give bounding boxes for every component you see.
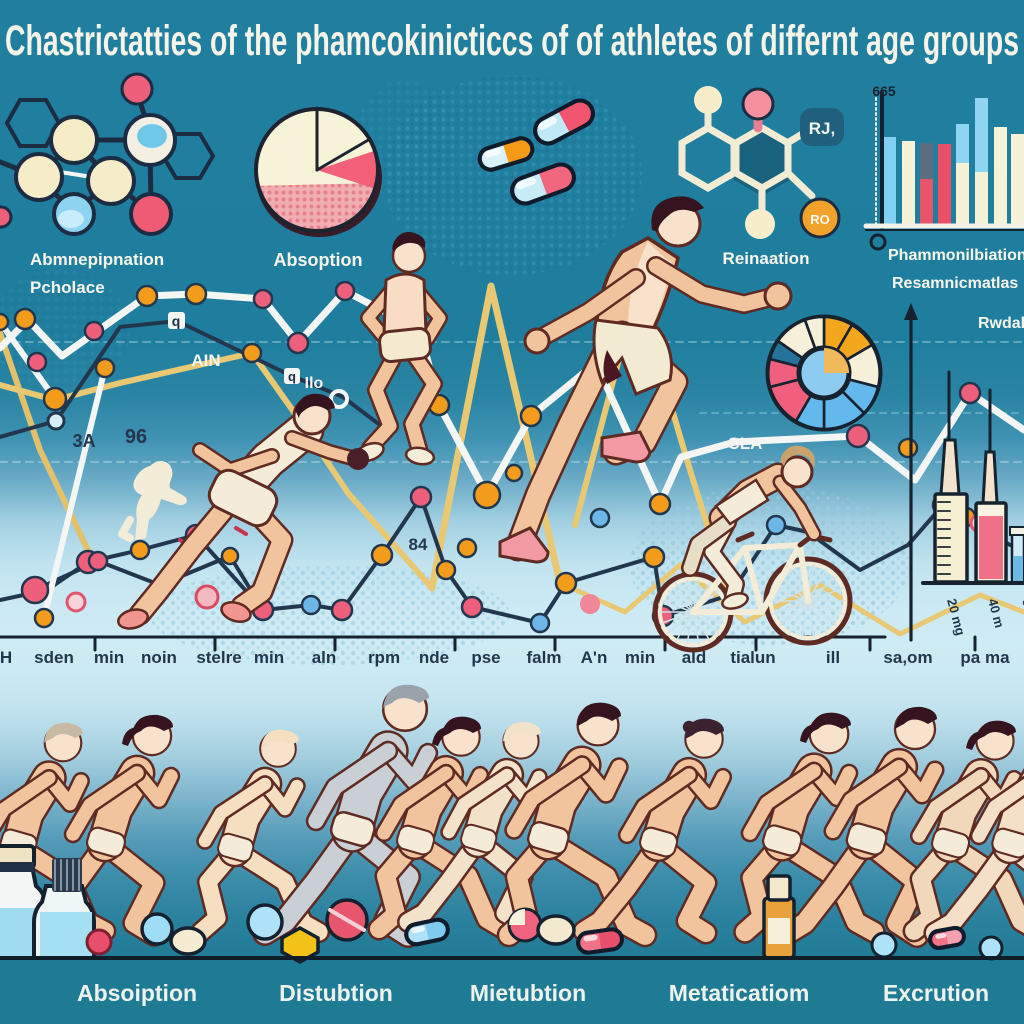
svg-text:Reinaation: Reinaation [723,249,810,268]
svg-text:sa,om: sa,om [883,648,932,667]
svg-text:Ilo: Ilo [305,375,324,392]
svg-text:Metaticatiom: Metaticatiom [669,980,810,1006]
svg-text:Abmnepipnation: Abmnepipnation [30,250,164,269]
svg-text:6d: 6d [1019,597,1024,616]
svg-text:min: min [254,648,284,667]
svg-text:CLA: CLA [728,434,763,453]
svg-text:ald: ald [682,648,707,667]
svg-text:Phammonilbiation: Phammonilbiation [888,247,1024,264]
svg-text:Mietubtion: Mietubtion [470,980,586,1006]
svg-text:3A: 3A [72,431,95,451]
svg-text:Excrution: Excrution [883,980,989,1006]
svg-text:rpm: rpm [368,648,400,667]
svg-text:84: 84 [409,535,428,554]
svg-text:min: min [94,648,124,667]
svg-text:Resamnicmatlas: Resamnicmatlas [892,275,1018,292]
svg-text:A'n: A'n [581,648,608,667]
svg-text:q: q [288,369,296,384]
svg-text:tialun: tialun [730,648,775,667]
svg-text:Absoption: Absoption [274,250,363,270]
svg-text:Absoiption: Absoiption [77,980,197,1006]
svg-text:Distubtion: Distubtion [279,980,393,1006]
svg-text:Chastrictatties of the phamcok: Chastrictatties of the phamcokinicticcs … [5,17,1019,65]
svg-text:pse: pse [471,648,500,667]
svg-text:665: 665 [872,83,896,99]
svg-text:40 m: 40 m [985,597,1007,630]
svg-text:96: 96 [125,426,147,448]
svg-text:stelre: stelre [196,648,241,667]
svg-text:noin: noin [141,648,177,667]
svg-text:sden: sden [34,648,74,667]
svg-text:falm: falm [527,648,562,667]
svg-text:Rwdal: Rwdal [978,315,1024,332]
svg-text:RO: RO [810,212,830,227]
svg-text:ill: ill [826,648,840,667]
svg-text:AIN: AIN [191,351,220,370]
svg-text:pa ma: pa ma [960,648,1010,667]
svg-text:q: q [172,313,181,329]
svg-text:Pcholace: Pcholace [30,278,105,297]
svg-text:aln: aln [312,648,337,667]
svg-text:nde: nde [419,648,449,667]
svg-text:H: H [0,648,12,667]
svg-text:min: min [625,648,655,667]
svg-text:RJ,: RJ, [809,119,835,138]
